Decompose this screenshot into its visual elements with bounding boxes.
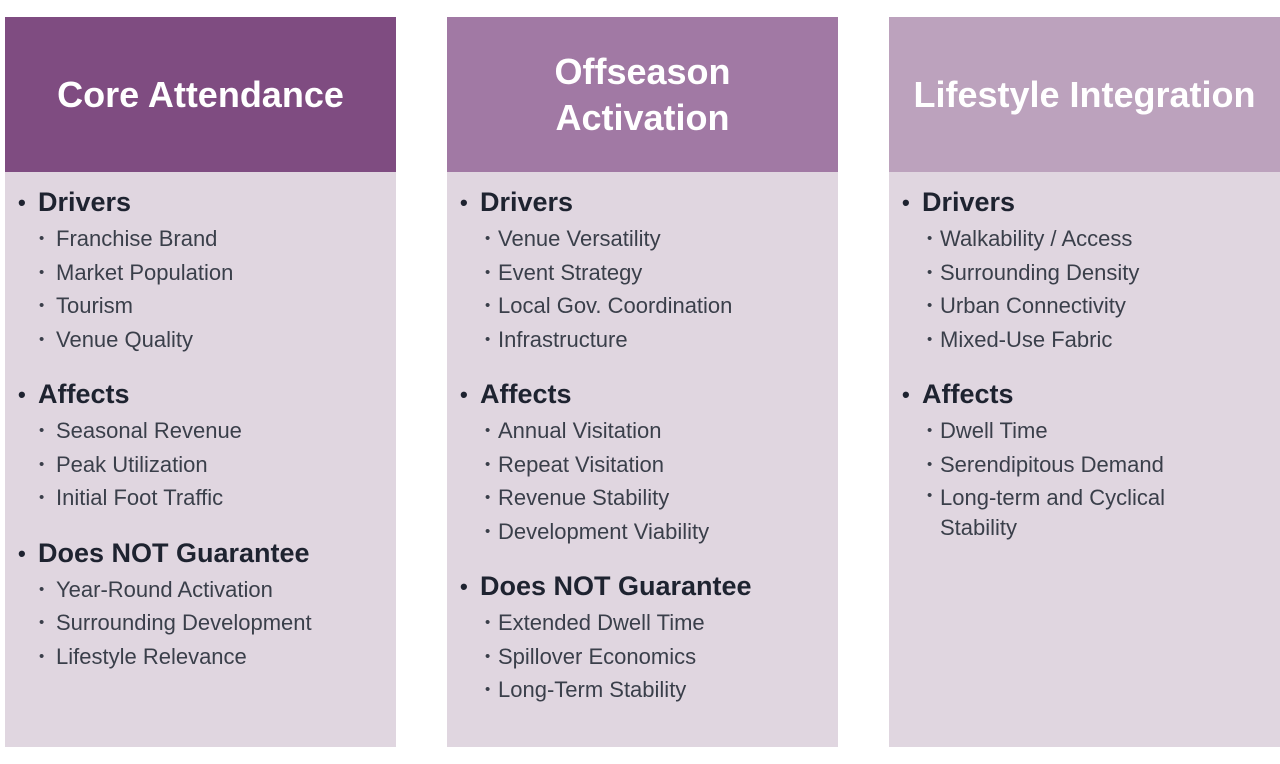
list-item: • Market Population: [39, 259, 234, 285]
section-title: • Does NOT Guarantee: [460, 571, 752, 601]
section-does-not-guarantee: • Does NOT Guarantee • Extended Dwell Time…: [447, 568, 838, 707]
list-item: • Year-Round Activation: [39, 576, 273, 602]
list-item: • Spillover Economics: [485, 643, 697, 669]
list-item: • Extended Dwell Time: [485, 610, 705, 635]
list-item: • Dwell Time: [927, 418, 1048, 443]
column-body: • Drivers • Franchise Brand • Market Popula…: [5, 172, 396, 673]
list-item: • Walkability / Access: [927, 226, 1133, 251]
list-item: • Venue Versatility: [485, 226, 661, 251]
list-item: • Annual Visitation: [485, 418, 662, 443]
section-title: • Affects: [902, 379, 1014, 409]
list-item: • Local Gov. Coordination: [485, 293, 733, 318]
section-title: • Affects: [18, 379, 130, 409]
column-offseason-activation: Offseason Activation • Drivers • Venue Ver…: [447, 17, 838, 747]
column-body: • Drivers • Walkability / Access • Surround…: [889, 172, 1280, 542]
list-item: • Lifestyle Relevance: [39, 643, 247, 669]
column-title: Lifestyle Integration: [889, 17, 1280, 172]
list-item: • Long-term and Cyclical Stability: [927, 485, 1165, 540]
list-item: • Repeat Visitation: [485, 451, 664, 477]
column-body: • Drivers • Venue Versatility • Event Strat…: [447, 172, 838, 707]
list-item: • Development Viability: [485, 518, 710, 544]
list-item: • Event Strategy: [485, 259, 643, 285]
section-title: • Drivers: [18, 187, 132, 217]
list-item: • Long-Term Stability: [485, 677, 687, 702]
section-affects: • Affects • Seasonal Revenue • Peak Utiliza…: [5, 376, 396, 515]
list-item: • Serendipitous Demand: [927, 451, 1164, 477]
section-affects: • Affects • Annual Visitation • Repeat Visi…: [447, 376, 838, 548]
section-title: • Drivers: [902, 187, 1016, 217]
section-drivers: • Drivers • Venue Versatility • Event Strat…: [447, 184, 838, 356]
list-item: • Infrastructure: [485, 326, 628, 352]
list-item: • Mixed-Use Fabric: [927, 326, 1113, 352]
section-does-not-guarantee: • Does NOT Guarantee • Year-Round Activati…: [5, 535, 396, 674]
list-item: • Urban Connectivity: [927, 293, 1126, 318]
column-title: Offseason Activation: [447, 17, 838, 172]
section-title: • Drivers: [460, 187, 574, 217]
list-item: • Tourism: [39, 293, 134, 318]
column-core-attendance: Core Attendance • Drivers • Franchise Bran…: [5, 17, 396, 747]
section-drivers: • Drivers • Franchise Brand • Market Popula…: [5, 184, 396, 356]
section-affects: • Affects • Dwell Time • Serendipitous Dema…: [889, 376, 1280, 542]
list-item: • Franchise Brand: [39, 226, 218, 251]
column-lifestyle-integration: Lifestyle Integration • Drivers • Walkabil…: [889, 17, 1280, 747]
section-title: • Affects: [460, 379, 572, 409]
list-item: • Peak Utilization: [39, 451, 208, 477]
list-item: • Venue Quality: [39, 326, 193, 352]
column-title: Core Attendance: [5, 17, 396, 172]
list-item: • Surrounding Development: [39, 610, 312, 635]
list-item: • Revenue Stability: [485, 485, 670, 510]
section-title: • Does NOT Guarantee: [18, 537, 310, 568]
section-drivers: • Drivers • Walkability / Access • Surround…: [889, 184, 1280, 356]
list-item: • Seasonal Revenue: [39, 418, 242, 443]
list-item: • Initial Foot Traffic: [39, 485, 224, 510]
list-item: • Surrounding Density: [927, 259, 1140, 285]
